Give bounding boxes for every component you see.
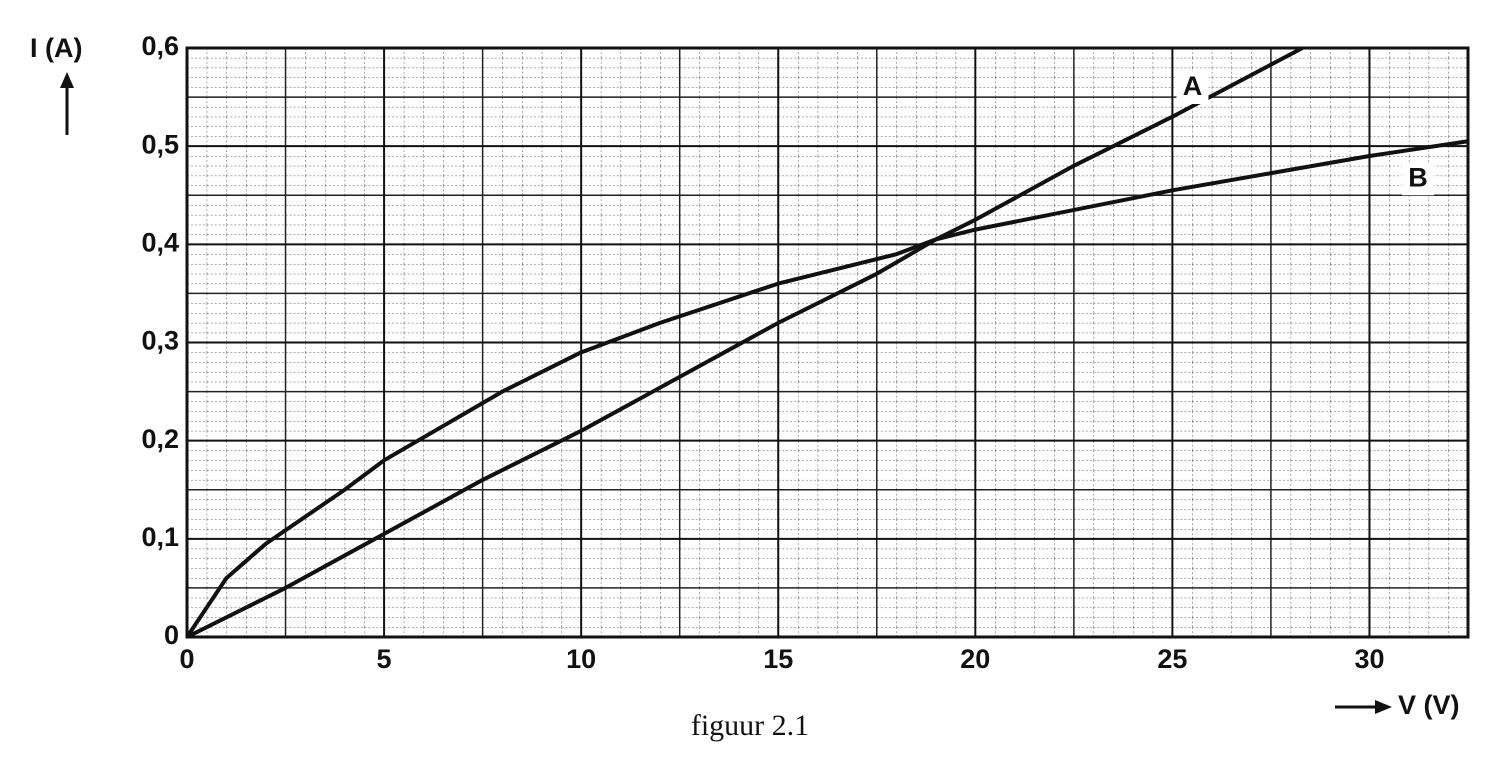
plot-frame (185, 46, 1470, 639)
label-bg (1402, 163, 1434, 196)
series-line (185, 139, 1469, 639)
y-tick-label: 0 (164, 620, 179, 650)
x-tick-label: 5 (377, 644, 392, 674)
series-line (186, 46, 1304, 639)
y-tick-label: 0,3 (141, 326, 179, 356)
caption: figuur 2.1 (691, 709, 809, 742)
x-tick-label: 30 (1354, 644, 1384, 674)
y-tick-label: 0,1 (141, 522, 179, 552)
y-tick-label: 0,2 (141, 424, 179, 454)
y-tick-label: 0,4 (141, 227, 179, 257)
y-tick-label: 0,6 (141, 31, 179, 61)
series-label: B (1408, 162, 1428, 192)
x-tick-label: 10 (566, 644, 596, 674)
x-axis-label: V (V) (1398, 690, 1460, 720)
y-tick-label: 0,5 (141, 129, 179, 159)
x-tick-label: 15 (763, 644, 793, 674)
y-axis-label: I (A) (30, 33, 82, 63)
x-tick-label: 25 (1157, 644, 1187, 674)
y-arrow-head (60, 72, 74, 88)
series-label: A (1183, 71, 1203, 101)
label-bg (1176, 72, 1209, 104)
x-tick-label: 20 (960, 644, 990, 674)
x-tick-label: 0 (179, 644, 194, 674)
x-arrow-head (1375, 700, 1392, 714)
